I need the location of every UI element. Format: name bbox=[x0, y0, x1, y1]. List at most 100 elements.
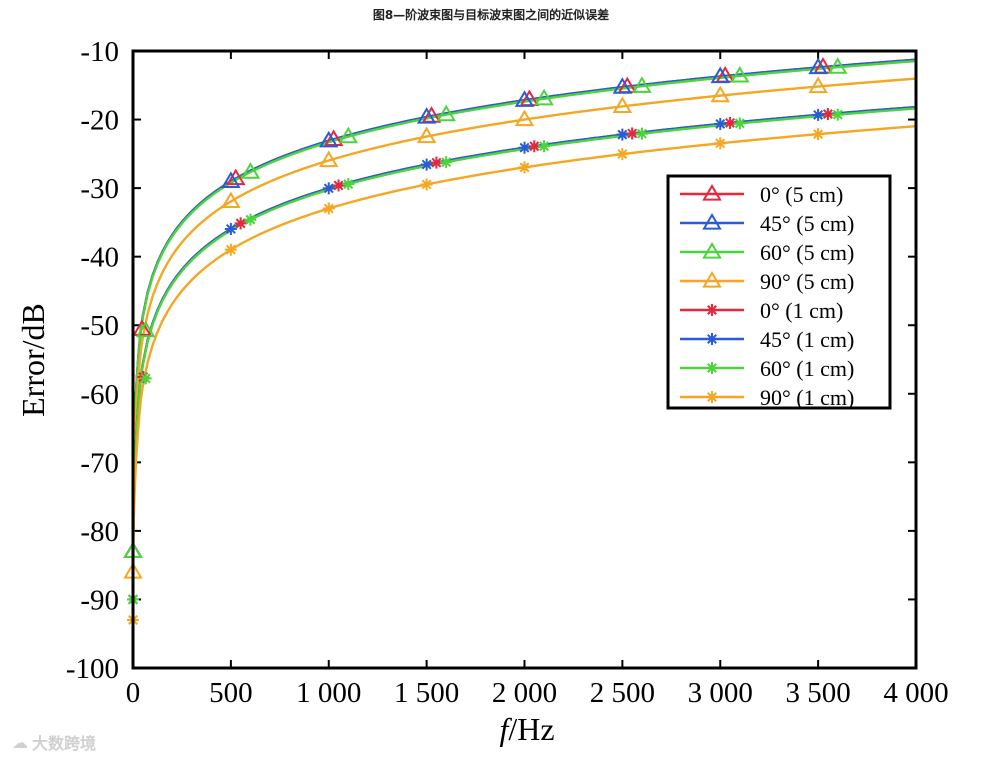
asterisk-stroke bbox=[637, 128, 647, 139]
data-point-asterisk bbox=[538, 140, 551, 153]
data-point-triangle bbox=[436, 104, 456, 122]
data-point-asterisk bbox=[831, 108, 844, 121]
legend-entry: 45° (1 cm) bbox=[680, 327, 854, 352]
legend-label: 60° (5 cm) bbox=[760, 240, 854, 265]
data-point-triangle bbox=[710, 85, 730, 103]
plot-frame bbox=[131, 49, 918, 670]
series-line bbox=[131, 107, 917, 600]
asterisk-stroke bbox=[617, 149, 628, 160]
asterisk-stroke bbox=[707, 392, 717, 402]
data-point-asterisk bbox=[635, 127, 648, 140]
y-tick-label: -50 bbox=[80, 310, 119, 342]
asterisk-stroke bbox=[627, 128, 638, 139]
series-line bbox=[131, 77, 917, 573]
data-point-asterisk bbox=[224, 243, 237, 256]
data-point-triangle bbox=[808, 76, 828, 94]
legend-entry: 60° (5 cm) bbox=[680, 240, 854, 265]
legend-marker-asterisk bbox=[706, 391, 718, 403]
data-point-asterisk bbox=[616, 128, 629, 141]
asterisk-stroke bbox=[715, 118, 726, 129]
asterisk-stroke bbox=[235, 218, 246, 229]
asterisk-stroke bbox=[519, 142, 530, 153]
legend: 0° (5 cm) 45° (5 cm) 60° (5 cm) 90° (5 cm) 0… bbox=[666, 174, 892, 410]
watermark-logo-icon: ☁ bbox=[12, 732, 28, 752]
legend-entry: 90° (1 cm) bbox=[680, 385, 854, 410]
series-line bbox=[131, 59, 917, 552]
y-axis-label: Error/dB bbox=[15, 303, 51, 417]
x-tick-label: 4 000 bbox=[883, 677, 948, 709]
legend-entry: 60° (1 cm) bbox=[680, 356, 854, 381]
asterisk-stroke bbox=[343, 179, 354, 190]
data-point-asterisk bbox=[518, 141, 531, 154]
legend-label: 0° (1 cm) bbox=[760, 298, 843, 323]
y-tick-label: -70 bbox=[80, 447, 119, 479]
data-point-asterisk bbox=[821, 108, 834, 121]
asterisk-stroke bbox=[333, 180, 344, 191]
legend-marker-triangle bbox=[702, 242, 722, 259]
x-tick-label: 0 bbox=[126, 677, 141, 709]
asterisk-stroke bbox=[617, 129, 628, 140]
asterisk-stroke bbox=[832, 109, 843, 120]
data-point-asterisk bbox=[812, 108, 825, 121]
data-point-asterisk bbox=[224, 222, 237, 235]
watermark: ☁ 大数跨境 bbox=[12, 730, 96, 754]
data-point-asterisk bbox=[714, 137, 727, 150]
y-tick-label: -80 bbox=[80, 516, 119, 548]
data-point-asterisk bbox=[322, 182, 335, 195]
data-point-triangle bbox=[416, 107, 437, 124]
y-tick-label: -30 bbox=[80, 173, 119, 205]
legend-box bbox=[666, 174, 892, 410]
data-point-triangle bbox=[240, 162, 261, 179]
asterisk-stroke bbox=[707, 334, 717, 344]
asterisk-stroke bbox=[441, 157, 452, 168]
data-point-asterisk bbox=[139, 372, 152, 385]
data-point-triangle bbox=[226, 168, 246, 186]
legend-label: 0° (5 cm) bbox=[760, 182, 843, 207]
asterisk-stroke bbox=[323, 183, 334, 194]
asterisk-stroke bbox=[715, 138, 726, 149]
series-line bbox=[131, 125, 917, 621]
legend-entry: 0° (5 cm) bbox=[680, 182, 843, 207]
data-point-triangle bbox=[710, 66, 730, 84]
data-point-asterisk bbox=[420, 158, 433, 171]
x-tick-label: 1 000 bbox=[296, 677, 361, 709]
x-tick-label: 3 000 bbox=[688, 677, 753, 709]
asterisk-stroke bbox=[245, 214, 256, 225]
x-axis-label: f/Hz bbox=[499, 711, 554, 747]
asterisk-stroke bbox=[813, 109, 824, 120]
asterisk-stroke bbox=[813, 129, 824, 140]
legend-entry: 90° (5 cm) bbox=[680, 269, 854, 294]
legend-marker-asterisk bbox=[706, 362, 718, 374]
legend-entry: 45° (5 cm) bbox=[680, 211, 854, 236]
legend-label: 60° (1 cm) bbox=[760, 356, 854, 381]
x-tick-label: 2 000 bbox=[492, 677, 557, 709]
data-point-asterisk bbox=[626, 127, 639, 140]
y-tick-label: -20 bbox=[80, 105, 119, 137]
data-point-triangle bbox=[730, 65, 750, 83]
data-point-triangle bbox=[221, 171, 241, 188]
y-tick-label: -10 bbox=[80, 36, 119, 68]
y-tick-label: -100 bbox=[66, 653, 119, 685]
data-point-triangle bbox=[514, 90, 535, 107]
data-point-triangle bbox=[135, 320, 156, 338]
data-point-triangle bbox=[323, 129, 344, 146]
y-tick-label: -90 bbox=[80, 584, 119, 616]
data-point-asterisk bbox=[342, 178, 355, 191]
figure-title: 图8—阶波束图与目标波束图之间的近似误差 bbox=[372, 8, 610, 22]
data-point-asterisk bbox=[332, 179, 345, 192]
data-point-triangle bbox=[534, 88, 554, 106]
legend-marker-triangle bbox=[702, 213, 722, 230]
data-point-triangle bbox=[632, 76, 652, 93]
data-point-triangle bbox=[808, 57, 828, 75]
data-point-triangle bbox=[319, 150, 339, 168]
x-tick-label: 3 500 bbox=[786, 677, 851, 709]
x-tick-label: 1 500 bbox=[394, 677, 459, 709]
legend-marker-asterisk bbox=[706, 304, 718, 316]
legend-entry: 0° (1 cm) bbox=[680, 298, 843, 323]
x-tick-label: 2 500 bbox=[590, 677, 655, 709]
asterisk-stroke bbox=[725, 118, 735, 128]
asterisk-stroke bbox=[822, 109, 833, 120]
asterisk-stroke bbox=[734, 118, 745, 129]
data-point-asterisk bbox=[812, 128, 825, 141]
